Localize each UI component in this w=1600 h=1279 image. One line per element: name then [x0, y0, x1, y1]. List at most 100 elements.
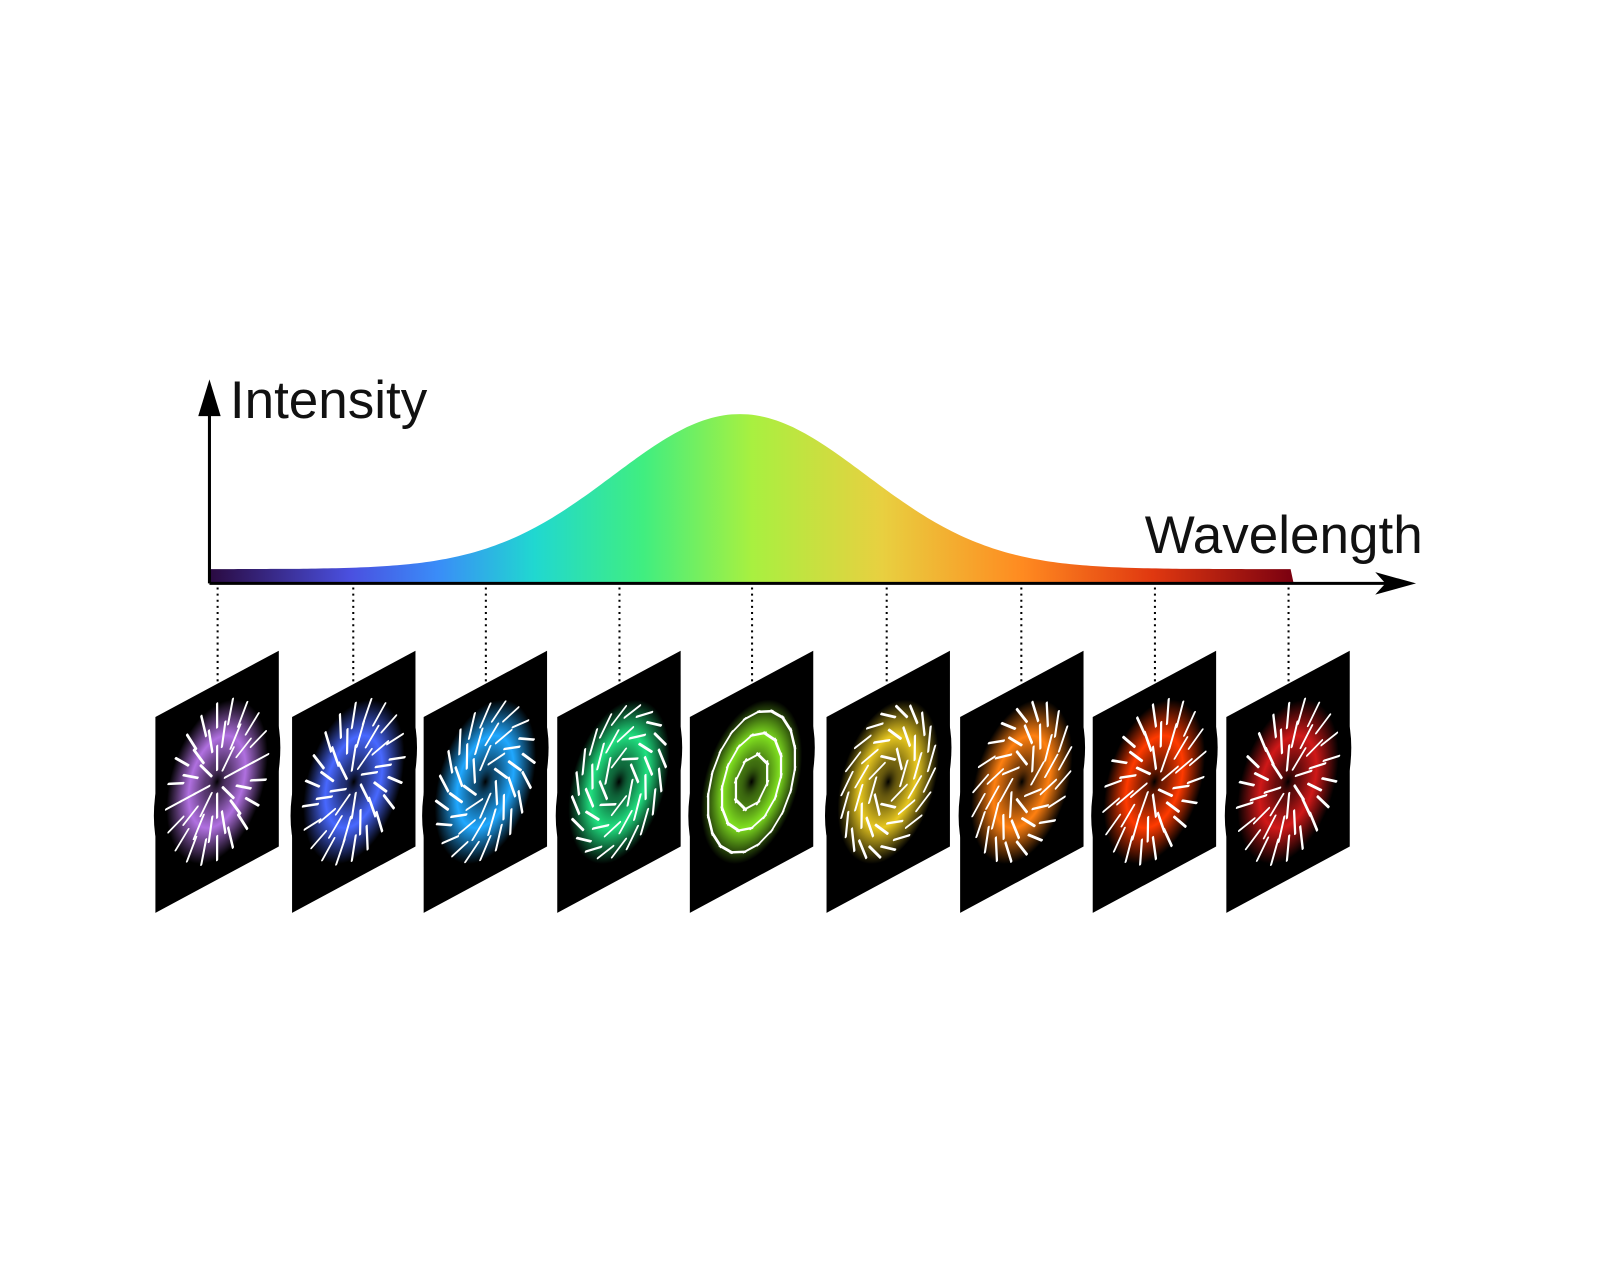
polarization-dash: [1315, 713, 1332, 735]
polarization-dash: [244, 796, 260, 807]
polarization-dash: [610, 837, 628, 859]
polarization-dash: [373, 781, 388, 793]
pattern: [824, 679, 952, 885]
polarization-dash: [706, 769, 714, 798]
polarization-dash: [438, 774, 450, 793]
polarization-dash: [1316, 795, 1330, 809]
glow: [555, 679, 683, 885]
polarization-dash: [625, 824, 639, 851]
polarization-dash: [167, 781, 185, 786]
polarization-dash: [854, 764, 869, 789]
polarization-dash: [596, 742, 605, 771]
polarization-dash: [1255, 836, 1270, 862]
polarization-dash: [610, 705, 628, 726]
polarization-dash: [639, 807, 650, 836]
polarization-dash: [474, 727, 484, 756]
polarization-dash: [985, 785, 1000, 810]
polarization-dash: [1102, 797, 1120, 813]
polarization-dash: [975, 810, 986, 839]
polarization-dash: [603, 820, 622, 838]
polarization-dash: [350, 701, 357, 730]
glow: [958, 679, 1086, 885]
polarization-dash: [773, 773, 783, 801]
polarization-dash: [487, 752, 506, 766]
polarization-dash: [780, 788, 793, 816]
pattern: [290, 679, 418, 885]
polarization-dash: [1301, 797, 1312, 817]
polarization-dash: [986, 768, 1004, 785]
polarization-dash: [844, 810, 850, 839]
polarization-dash: [1183, 710, 1196, 737]
polarization-dash: [773, 737, 783, 759]
polarization-dash: [1173, 736, 1189, 760]
polarization-dash: [635, 710, 654, 718]
polarization-dash: [1135, 766, 1152, 776]
pattern: [1091, 679, 1218, 885]
polarization-dash: [880, 802, 897, 809]
polarization-dash: [1116, 789, 1134, 806]
polarization-dash: [618, 810, 633, 835]
polarization-dash: [902, 726, 911, 748]
polarization-dash: [657, 748, 668, 769]
polarization-dash: [458, 819, 476, 835]
polarization-dash: [598, 780, 609, 801]
polarization-dash: [1253, 772, 1270, 782]
polarization-dash: [236, 700, 249, 728]
polarization-dash: [334, 793, 351, 816]
polarization-dash: [1181, 799, 1198, 805]
polarization-dash: [1131, 813, 1141, 841]
polarization-dash: [1264, 746, 1275, 766]
pattern: [422, 679, 549, 885]
polarization-dash: [854, 783, 864, 812]
polarization-dash: [192, 748, 205, 765]
polarization-dash: [320, 770, 335, 783]
polarization-dash: [1299, 825, 1304, 850]
polarization-dash: [1157, 788, 1174, 798]
polarization-dash: [1151, 835, 1158, 861]
polarization-dash: [1279, 728, 1284, 755]
polarization-dash: [185, 835, 198, 863]
polarization-dash: [1249, 793, 1268, 802]
polarization-dash: [1271, 762, 1283, 780]
polarization-dash: [1299, 724, 1314, 750]
polarization-dash: [588, 728, 599, 756]
polarization-dash: [867, 776, 878, 805]
polarization-dash: [249, 730, 267, 748]
polarization-dash: [1143, 730, 1153, 752]
polarization-dash: [1015, 750, 1028, 766]
polarization-dash: [517, 789, 524, 814]
polarization-dash: [448, 792, 464, 804]
polarization-dash: [484, 722, 500, 747]
polarization-dash: [887, 728, 902, 740]
polarization-dash: [718, 730, 734, 754]
glow: [1091, 679, 1218, 885]
polarization-dash: [1160, 745, 1171, 773]
polarization-dash: [244, 712, 260, 736]
polarization-dash: [388, 755, 406, 761]
polarization-dash: [371, 740, 390, 756]
polarization-dash: [312, 754, 325, 770]
polarization-dash: [1122, 735, 1136, 749]
polarization-dash: [1057, 725, 1069, 753]
polarization-dash: [235, 737, 252, 759]
y-axis-label: Intensity: [230, 371, 428, 430]
polarization-dash: [321, 837, 336, 862]
polarization-dash: [880, 754, 897, 761]
polarization-dash: [350, 791, 357, 820]
polarization-dash: [490, 700, 507, 723]
polarization-dash: [458, 728, 462, 756]
polarization-dash: [604, 756, 612, 785]
polarization-dash: [927, 725, 932, 753]
polarization-dash: [441, 835, 460, 845]
polarization-dash: [987, 739, 1006, 745]
x-axis-label: Wavelength: [1145, 506, 1423, 565]
polarization-dash: [1285, 791, 1291, 820]
polarization-dash: [435, 822, 453, 827]
polarization-dash: [372, 702, 387, 727]
polarization-dash: [1165, 697, 1170, 726]
polarization-dash: [873, 793, 881, 816]
glow: [1224, 679, 1352, 885]
polarization-dash: [909, 704, 919, 725]
polarization-dash: [494, 779, 499, 806]
